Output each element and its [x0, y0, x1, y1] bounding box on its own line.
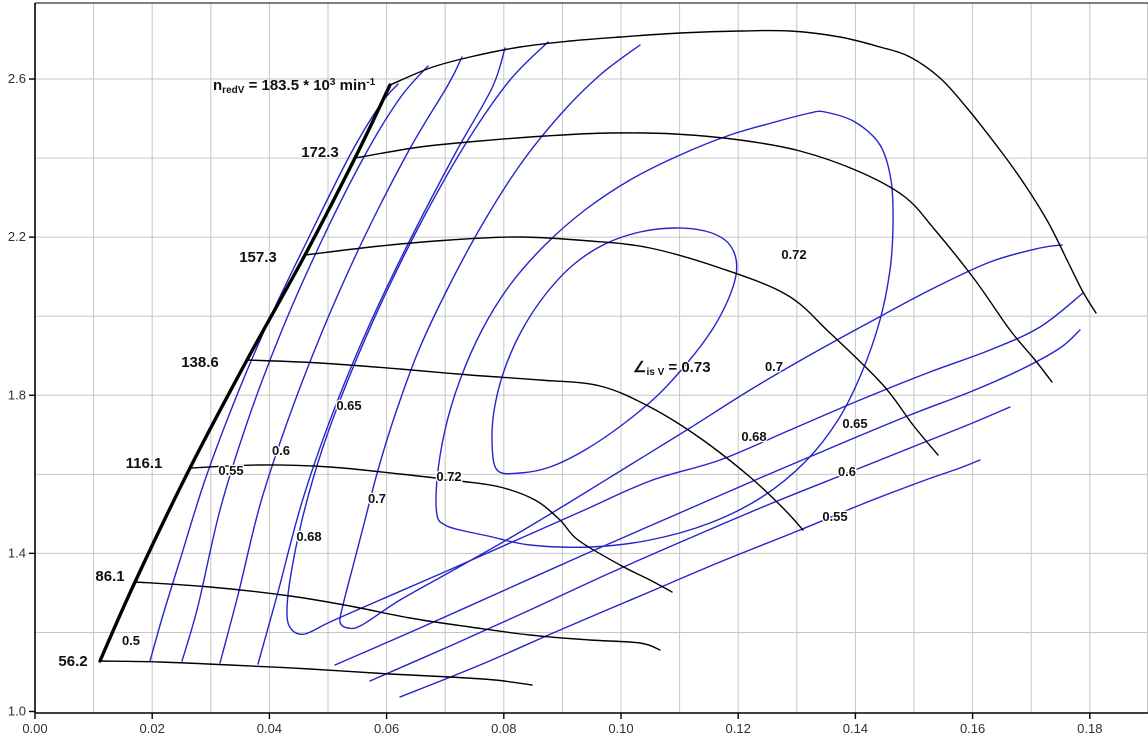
- speed-line-157.3: [304, 236, 939, 456]
- efficiency-contour-0.73: [491, 227, 738, 475]
- contour-label: 0.68: [741, 429, 766, 444]
- y-tick-label: 1.4: [8, 545, 26, 560]
- contour-label: 0.72: [781, 247, 806, 262]
- contour-label: 0.72: [436, 469, 461, 484]
- x-tick-label: 0.18: [1077, 721, 1102, 736]
- contour-label: 0.55: [822, 509, 847, 524]
- x-tick-label: 0.14: [843, 721, 868, 736]
- contour-label: 0.6: [272, 443, 290, 458]
- x-tick-label: 0.02: [140, 721, 165, 736]
- contour-label: 0.65: [336, 398, 361, 413]
- efficiency-contour-0.6: [219, 56, 463, 664]
- contour-label: 0.6: [838, 464, 856, 479]
- speed-line-172.3: [354, 132, 1053, 383]
- contour-label: 0.5: [122, 633, 140, 648]
- speed-line-label: 116.1: [126, 455, 163, 472]
- x-tick-label: 0.08: [491, 721, 516, 736]
- speed-line-183.5: [389, 29, 1097, 314]
- efficiency-contour-0.7: [339, 44, 1063, 630]
- x-tick-label: 0.10: [608, 721, 633, 736]
- efficiency-contour-0.6: [369, 406, 1011, 682]
- efficiency-legend: ∠is V = 0.73: [633, 359, 711, 378]
- x-tick-label: 0.06: [374, 721, 399, 736]
- surge-line: [98, 83, 392, 663]
- speed-line-label: 86.1: [95, 568, 124, 585]
- efficiency-contour-0.55: [181, 65, 429, 662]
- speed-line-138.6: [246, 359, 804, 531]
- speed-line-label: 157.3: [239, 249, 277, 266]
- contour-label: 0.7: [765, 359, 783, 374]
- contour-label: 0.65: [842, 416, 867, 431]
- x-tick-label: 0.00: [22, 721, 47, 736]
- y-tick-label: 1.8: [8, 387, 26, 402]
- efficiency-contour-0.65: [257, 47, 506, 665]
- x-tick-label: 0.16: [960, 721, 985, 736]
- speed-legend: nredV = 183.5 * 103 min-1: [213, 77, 376, 96]
- efficiency-contour-0.5: [149, 83, 399, 662]
- contour-label: 0.55: [218, 463, 243, 478]
- efficiency-contour-0.72: [435, 110, 894, 548]
- contour-label: 0.7: [368, 491, 386, 506]
- y-tick-label: 1.0: [8, 704, 26, 719]
- speed-line-label: 56.2: [58, 653, 87, 670]
- efficiency-contour-0.65: [334, 329, 1081, 666]
- x-tick-label: 0.04: [257, 721, 282, 736]
- efficiency-contour-0.68: [286, 41, 1084, 636]
- efficiency-contour-0.55: [399, 459, 981, 698]
- speed-line-116.1: [189, 464, 673, 593]
- x-tick-label: 0.12: [726, 721, 751, 736]
- y-tick-label: 2.6: [8, 71, 26, 86]
- speed-line-56.2: [99, 660, 533, 686]
- y-tick-label: 2.2: [8, 229, 26, 244]
- speed-line-86.1: [134, 581, 661, 651]
- contour-label: 0.68: [296, 529, 321, 544]
- speed-line-label: 172.3: [301, 144, 339, 161]
- speed-line-label: 138.6: [181, 354, 219, 371]
